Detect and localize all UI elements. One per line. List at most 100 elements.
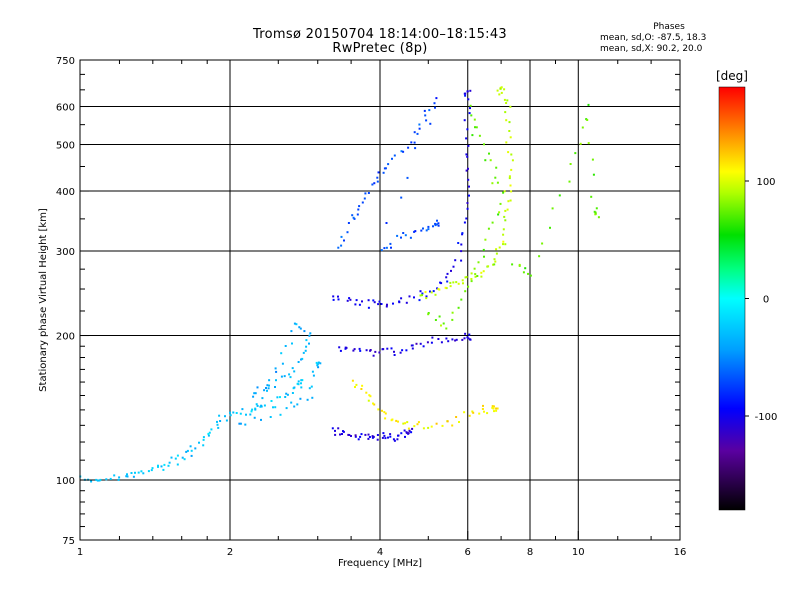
data-point <box>385 246 388 249</box>
data-point <box>594 212 597 215</box>
data-point <box>434 222 437 225</box>
data-point <box>351 214 354 217</box>
data-point <box>373 301 376 304</box>
data-point <box>481 408 484 410</box>
data-point <box>420 229 423 232</box>
data-point <box>256 386 259 389</box>
data-point <box>118 476 121 479</box>
data-point <box>393 350 395 353</box>
data-point <box>279 413 282 416</box>
data-point <box>269 416 272 418</box>
data-point <box>493 410 495 413</box>
data-point <box>463 119 466 122</box>
data-point <box>504 209 507 212</box>
data-point <box>373 403 376 406</box>
data-point <box>296 403 299 406</box>
data-point <box>384 412 387 415</box>
data-point <box>407 432 410 435</box>
data-point <box>471 134 474 137</box>
data-point <box>361 300 363 303</box>
data-point <box>503 190 506 193</box>
data-point <box>393 354 396 356</box>
data-point <box>463 411 466 414</box>
data-point <box>541 242 544 245</box>
data-point <box>473 267 476 270</box>
data-point <box>374 350 377 353</box>
data-point <box>507 151 510 154</box>
data-point <box>422 427 425 430</box>
data-point <box>468 185 470 188</box>
data-point <box>497 213 500 216</box>
data-point <box>275 379 277 382</box>
data-point <box>410 431 413 434</box>
data-point <box>468 194 470 197</box>
data-point <box>125 475 128 478</box>
data-point <box>296 382 299 385</box>
data-point <box>284 396 287 398</box>
data-point <box>464 276 467 279</box>
data-point <box>468 112 471 115</box>
data-point <box>376 176 379 179</box>
data-point <box>437 222 440 225</box>
data-point <box>382 348 385 351</box>
data-point <box>424 114 427 117</box>
data-point <box>185 450 188 453</box>
data-point <box>353 348 356 351</box>
data-point <box>202 436 205 439</box>
data-point <box>411 347 414 350</box>
data-point <box>470 280 473 283</box>
data-point <box>469 104 472 107</box>
data-point <box>354 435 357 438</box>
data-point <box>99 478 102 481</box>
data-point <box>391 418 394 421</box>
data-point <box>466 207 469 210</box>
phase-stats-header: Phases <box>653 22 685 32</box>
data-point <box>285 392 288 395</box>
data-point <box>478 412 481 415</box>
data-point <box>431 336 434 339</box>
data-point <box>334 429 336 432</box>
data-point <box>503 88 506 91</box>
data-point <box>252 395 255 398</box>
data-point <box>502 240 505 243</box>
data-point <box>126 475 129 478</box>
data-point <box>300 386 303 389</box>
data-point <box>466 202 469 204</box>
data-point <box>331 427 334 430</box>
data-point <box>458 421 460 423</box>
x-tick-label: 2 <box>227 547 233 558</box>
data-point <box>463 337 466 340</box>
data-point <box>270 400 273 402</box>
data-point <box>465 153 468 156</box>
data-point <box>425 229 428 232</box>
data-point <box>383 411 386 414</box>
data-point <box>418 127 421 130</box>
data-point <box>308 387 311 390</box>
data-point <box>245 413 247 416</box>
data-point <box>297 380 300 383</box>
data-point <box>480 271 483 274</box>
data-point <box>319 362 322 365</box>
data-point <box>275 370 278 373</box>
data-point <box>140 470 143 473</box>
data-point <box>424 291 427 294</box>
data-point <box>272 406 274 409</box>
data-point <box>348 434 351 436</box>
data-point <box>353 217 356 220</box>
data-point <box>285 407 288 410</box>
data-point <box>422 227 424 230</box>
data-point <box>470 114 473 117</box>
data-point <box>435 422 438 425</box>
data-point <box>305 345 308 348</box>
data-point <box>367 192 370 194</box>
data-point <box>359 349 362 352</box>
data-point <box>386 303 388 306</box>
data-point <box>303 330 306 333</box>
data-point <box>498 93 501 96</box>
data-point <box>372 402 374 405</box>
data-point <box>260 418 262 421</box>
data-point <box>460 259 463 262</box>
data-point <box>442 322 445 325</box>
data-point <box>224 415 226 418</box>
data-point <box>357 208 360 211</box>
